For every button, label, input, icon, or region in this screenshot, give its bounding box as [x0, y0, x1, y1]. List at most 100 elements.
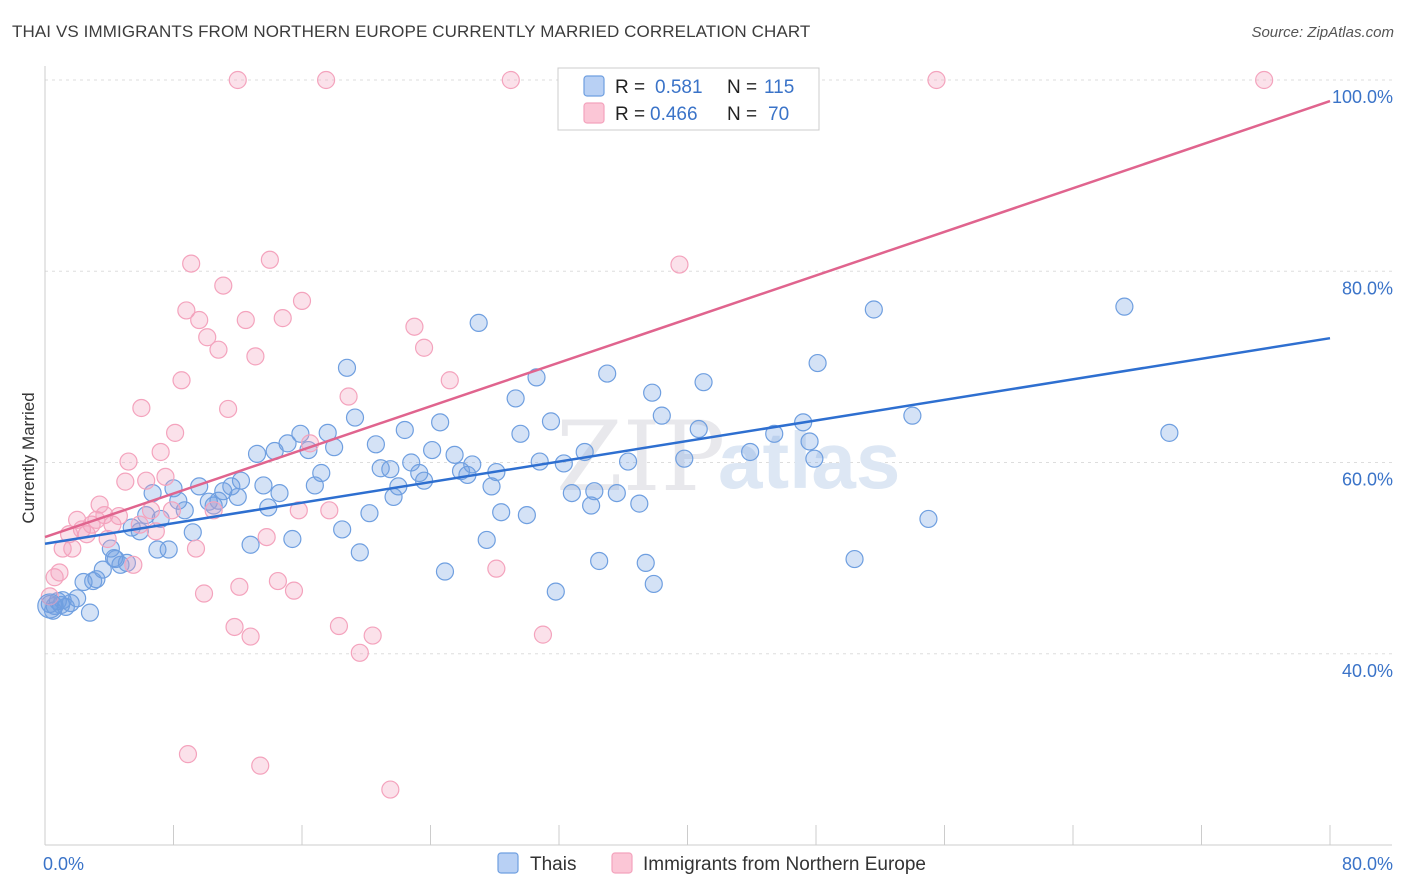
point-s0-34: [247, 444, 267, 463]
point-s1-26: [162, 501, 181, 520]
point-s0-61: [423, 440, 442, 460]
legend-n-label-2: N =: [727, 104, 757, 125]
point-s0-68: [469, 313, 488, 332]
point-s0-85: [590, 551, 609, 571]
point-s1-45: [257, 527, 276, 547]
point-s0-95: [689, 419, 708, 439]
point-s1-39: [225, 617, 244, 637]
legend-swatch-immigrants: [583, 102, 605, 124]
point-s1-65: [178, 745, 198, 764]
point-s1-60: [414, 338, 434, 357]
point-s0-6: [68, 589, 87, 608]
point-s0-81: [562, 484, 581, 503]
point-s0-98: [765, 424, 784, 443]
point-s0-79: [546, 582, 565, 601]
point-s0-108: [1160, 423, 1179, 442]
point-s0-74: [511, 424, 530, 443]
point-s0-47: [333, 520, 352, 539]
point-s1-35: [204, 501, 223, 520]
point-s0-77: [530, 452, 549, 471]
point-s0-72: [492, 503, 511, 522]
tick-labels: 40.0% 60.0% 80.0% 100.0% 0.0% 80.0%: [43, 87, 1393, 874]
point-s0-51: [360, 504, 379, 523]
point-s1-58: [381, 780, 400, 799]
point-s0-33: [241, 535, 260, 554]
point-s1-11: [90, 495, 109, 514]
point-s1-2: [50, 563, 69, 582]
point-s0-111: [84, 571, 103, 591]
point-s0-38: [270, 484, 289, 503]
point-s1-33: [194, 584, 214, 603]
point-s0-35: [254, 476, 273, 495]
point-s1-36: [209, 340, 228, 359]
point-s1-16: [116, 472, 135, 491]
point-s0-40: [283, 529, 302, 549]
point-s0-44: [312, 463, 331, 483]
source-credit: Source: ZipAtlas.com: [1251, 24, 1394, 41]
point-s0-53: [371, 459, 390, 478]
bottom-legend-swatch-immigrants: [611, 852, 633, 874]
point-s0-11: [101, 539, 120, 558]
point-s0-112: [104, 549, 124, 568]
point-s0-9: [87, 570, 106, 589]
point-s1-67: [316, 70, 336, 90]
point-s0-50: [350, 543, 369, 562]
point-s0-106: [919, 509, 938, 529]
point-s1-40: [230, 577, 249, 596]
point-s1-0: [40, 587, 59, 606]
legend-n-value-1: 115: [764, 77, 794, 98]
point-s1-25: [156, 467, 175, 486]
point-s0-113: [204, 496, 223, 515]
point-s0-70: [482, 477, 501, 496]
point-s0-32: [228, 487, 247, 507]
y-tick-label-1: 60.0%: [1342, 470, 1393, 490]
point-s0-73: [506, 389, 525, 408]
bottom-legend-label-immigrants: Immigrants from Northern Europe: [643, 854, 926, 875]
trend-line-s1: [44, 99, 1331, 539]
point-s0-8: [80, 603, 100, 622]
point-s0-87: [607, 484, 626, 503]
point-s0-25: [183, 523, 202, 542]
legend-r-value-2: 0.466: [650, 104, 698, 125]
point-s0-80: [554, 454, 573, 473]
point-s1-34: [198, 328, 217, 347]
point-s0-39: [278, 434, 297, 453]
point-s0-88: [618, 452, 638, 471]
point-s1-49: [284, 581, 304, 600]
point-s0-64: [445, 445, 464, 464]
point-s1-51: [292, 291, 312, 310]
point-s1-53: [320, 501, 339, 520]
point-s0-31: [231, 471, 251, 490]
point-s0-91: [643, 383, 662, 402]
point-s0-30: [222, 477, 241, 496]
point-s1-29: [177, 301, 196, 320]
point-s0-89: [630, 494, 649, 513]
point-s0-76: [527, 368, 546, 387]
gridlines: [45, 79, 1392, 655]
point-s0-52: [366, 435, 385, 454]
legend-r-label-1: R =: [615, 77, 645, 98]
point-cluster-origin: [37, 593, 63, 619]
legend-n-label-1: N =: [727, 77, 757, 98]
point-s0-49: [345, 408, 365, 427]
y-tick-label-3: 100.0%: [1332, 87, 1393, 107]
point-s1-30: [182, 254, 201, 273]
legend-n-value-2: 70: [768, 104, 789, 125]
point-s1-50: [289, 501, 308, 520]
point-s0-24: [175, 501, 194, 520]
point-s1-63: [533, 625, 553, 644]
point-s1-61: [440, 371, 459, 390]
point-s1-54: [329, 616, 349, 636]
point-s1-62: [487, 559, 506, 578]
point-s0-104: [864, 300, 883, 319]
point-s1-41: [236, 310, 255, 330]
point-s0-67: [463, 455, 482, 474]
point-s0-54: [381, 460, 400, 479]
legend-r-value-1: 0.581: [655, 77, 703, 98]
point-s0-57: [395, 420, 414, 440]
point-s0-97: [741, 442, 760, 462]
top-legend: R = 0.581 N = 115 R = 0.466 N = 70: [557, 67, 820, 131]
point-s1-18: [124, 555, 143, 574]
point-s1-55: [339, 387, 358, 406]
point-s0-86: [598, 364, 617, 383]
